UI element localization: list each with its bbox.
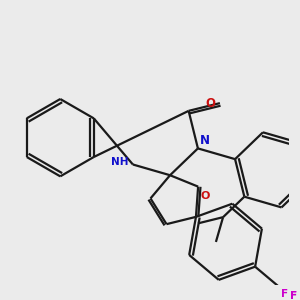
Text: O: O (206, 97, 216, 110)
Text: N: N (200, 134, 209, 147)
Text: F: F (290, 291, 297, 300)
Text: F: F (290, 291, 297, 300)
Text: NH: NH (110, 157, 128, 167)
Text: O: O (201, 191, 210, 201)
Text: F: F (281, 289, 288, 299)
